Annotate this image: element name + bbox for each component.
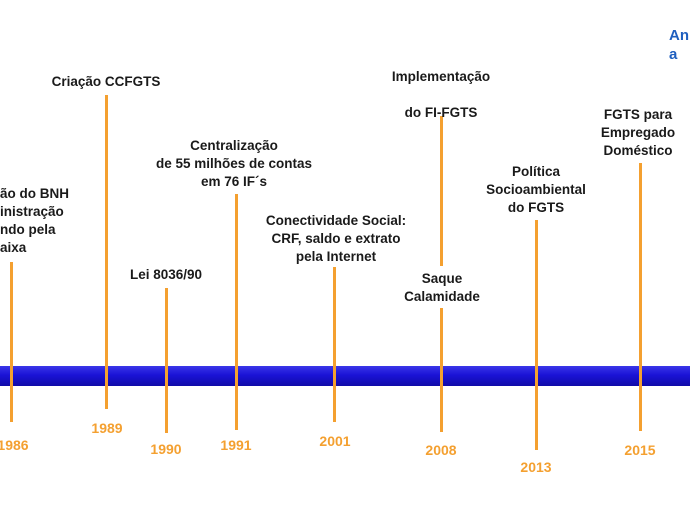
event-label-1991: Centralização de 55 milhões de contas em… — [155, 138, 313, 189]
event-label-2015: FGTS para Empregado Doméstico — [600, 107, 676, 158]
year-2008: 2008 — [425, 442, 457, 458]
event-label-1986: ão do BNH inistração ndo pela aixa — [0, 186, 69, 255]
tick-1991 — [235, 194, 238, 430]
event-label-2013: Política Socioambiental do FGTS — [486, 164, 586, 215]
tick-2013 — [535, 220, 538, 450]
year-1991: 1991 — [220, 437, 252, 453]
year-1989: 1989 — [91, 420, 123, 436]
year-2015: 2015 — [624, 442, 656, 458]
tick-2008-lower — [440, 308, 443, 432]
timeline-bar — [0, 366, 690, 386]
event-label-2008-fi-fgts: Implementação do FI-FGTS — [391, 69, 491, 120]
event-label-2008-saque: Saque Calamidade — [404, 271, 480, 304]
tick-2015 — [639, 163, 642, 431]
event-label-2001: Conectividade Social: CRF, saldo e extra… — [265, 213, 407, 264]
event-label-1989: Criação CCFGTS — [51, 74, 161, 89]
year-1990: 1990 — [150, 441, 182, 457]
tick-1986 — [10, 262, 13, 422]
tick-2008-upper — [440, 116, 443, 266]
year-2013: 2013 — [520, 459, 552, 475]
event-label-1990: Lei 8036/90 — [129, 267, 203, 282]
tick-1990 — [165, 288, 168, 433]
tick-2001 — [333, 267, 336, 422]
year-2001: 2001 — [319, 433, 351, 449]
corner-text-cutoff: An a — [669, 27, 689, 63]
year-1986: 1986 — [0, 437, 29, 453]
tick-1989 — [105, 95, 108, 409]
